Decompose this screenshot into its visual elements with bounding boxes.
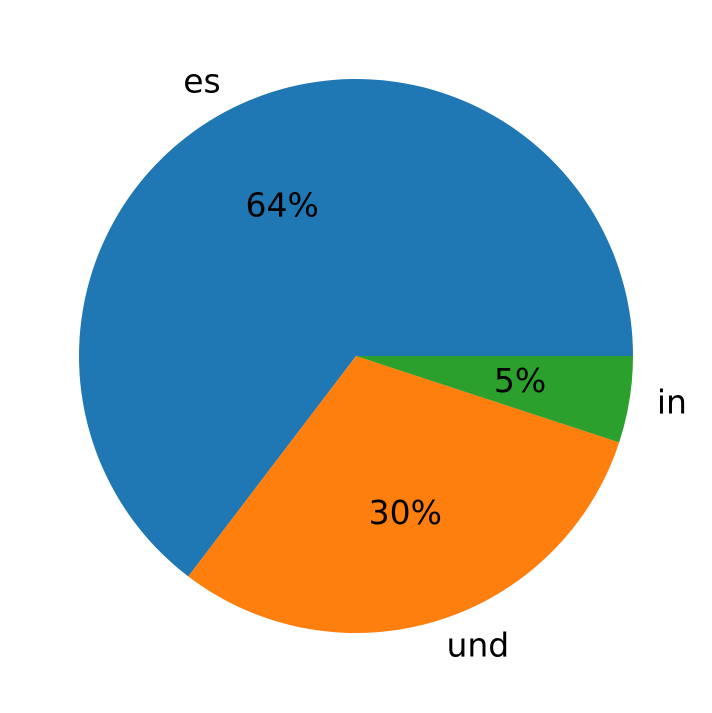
pie-slice — [79, 78, 634, 577]
pie-slice — [188, 356, 620, 633]
pie-slice — [356, 356, 633, 443]
slice-label: es — [183, 61, 221, 100]
value-label: 30% — [369, 493, 442, 532]
value-label: 5% — [494, 361, 546, 400]
value-label: 64% — [246, 186, 319, 225]
slice-label: in — [657, 383, 687, 422]
slice-label: und — [446, 625, 509, 664]
